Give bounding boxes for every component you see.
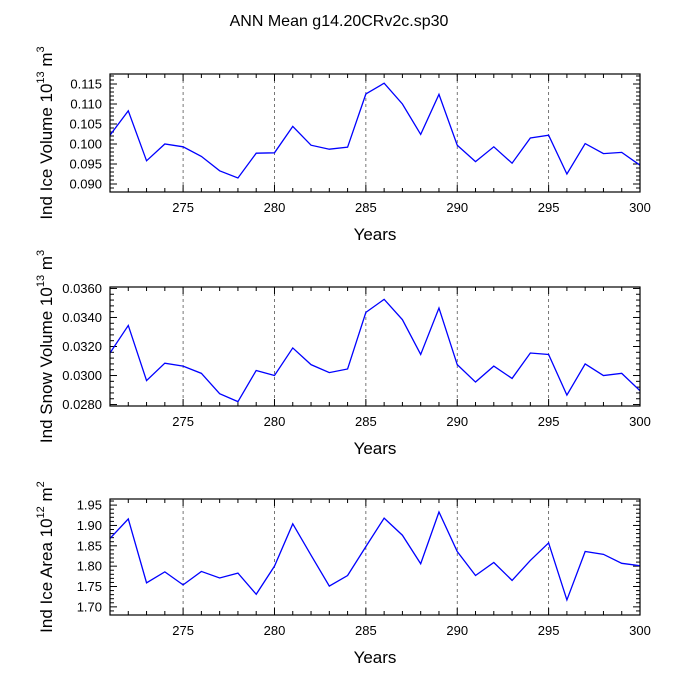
x-tick-label: 275: [172, 623, 194, 638]
y-tick-label: 0.0360: [62, 281, 102, 296]
series-line: [109, 298, 641, 403]
x-tick-label: 285: [355, 200, 377, 215]
y-tick-label: 0.100: [69, 137, 102, 152]
plot-frame: [109, 498, 641, 616]
x-tick-label: 280: [264, 414, 286, 429]
y-tick-label: 0.0300: [62, 368, 102, 383]
y-tick-label: 0.090: [69, 177, 102, 192]
y-tick-label: 0.115: [70, 77, 102, 92]
x-tick-label: 285: [355, 623, 377, 638]
y-tick-label: 1.70: [77, 599, 102, 614]
chart-panel-2: 275 280 285 290 295 300 0.0280 0.0300 0.0320 0.03…: [35, 250, 651, 458]
y-tick-label: 0.0340: [62, 310, 102, 325]
x-tick-label: 280: [264, 200, 286, 215]
plot-frame: [109, 73, 641, 193]
y-tick-label: 0.095: [69, 157, 102, 172]
y-axis-title: Ind Ice Volume 1013 m3: [35, 46, 56, 219]
y-axis-title: Ind Snow Volume 1013 m3: [35, 250, 56, 443]
series-line: [109, 510, 641, 602]
y-tick-label: 0.105: [69, 117, 102, 132]
y-tick-label: 0.0320: [62, 339, 102, 354]
x-tick-label: 290: [446, 414, 468, 429]
x-axis-title: Years: [354, 439, 397, 458]
x-tick-label: 290: [446, 623, 468, 638]
y-tick-label: 1.95: [77, 498, 102, 513]
x-tick-label: 290: [446, 200, 468, 215]
x-tick-label: 280: [264, 623, 286, 638]
y-tick-label: 1.90: [77, 518, 102, 533]
series-line: [109, 82, 641, 179]
x-tick-label: 295: [538, 623, 560, 638]
y-axis-title: Ind Ice Area 1012 m2: [35, 481, 56, 633]
x-tick-label: 300: [629, 414, 651, 429]
y-tick-label: 1.85: [77, 538, 102, 553]
x-tick-label: 295: [538, 414, 560, 429]
x-tick-label: 275: [172, 200, 194, 215]
chart-title: ANN Mean g14.20CRv2c.sp30: [230, 13, 449, 30]
chart-panel-1: 275 280 285 290 295 300 0.090 0.095 0.100 0.105 0.…: [35, 46, 651, 244]
plot-frame: [109, 286, 641, 407]
y-tick-label: 0.110: [70, 97, 102, 112]
y-tick-label: 0.0280: [62, 397, 102, 412]
y-tick-label: 1.75: [77, 579, 102, 594]
chart-panel-3: 275 280 285 290 295 300 1.70 1.75 1.80 1.85 1.90 1.…: [35, 481, 651, 667]
x-tick-label: 275: [172, 414, 194, 429]
x-tick-label: 300: [629, 200, 651, 215]
x-tick-label: 285: [355, 414, 377, 429]
x-axis-title: Years: [354, 648, 397, 667]
x-tick-label: 300: [629, 623, 651, 638]
x-axis-title: Years: [354, 225, 397, 244]
x-tick-label: 295: [538, 200, 560, 215]
y-tick-label: 1.80: [77, 559, 102, 574]
